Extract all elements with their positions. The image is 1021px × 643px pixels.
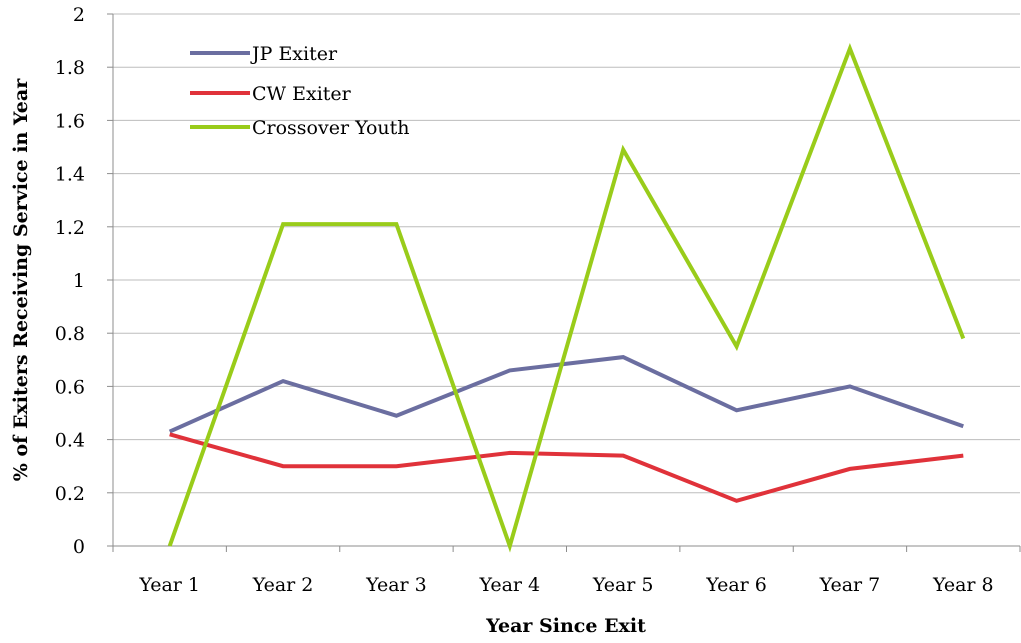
y-tick-label: 0.4 bbox=[55, 430, 85, 452]
axes bbox=[112, 14, 1021, 552]
x-tick-label: Year 1 bbox=[138, 574, 200, 596]
y-tick-labels: 0 0.2 0.4 0.6 0.8 1 1.2 1.4 1.6 1.8 2 bbox=[55, 4, 85, 558]
x-tick-label: Year 3 bbox=[365, 574, 427, 596]
x-tick-label: Year 5 bbox=[592, 574, 654, 596]
x-tick-label: Year 4 bbox=[478, 574, 540, 596]
legend-label: JP Exiter bbox=[250, 43, 338, 65]
series-line-cw-exiter bbox=[169, 432, 964, 503]
legend-label: Crossover Youth bbox=[252, 117, 410, 139]
x-tick-label: Year 6 bbox=[705, 574, 767, 596]
series-line-crossover-youth bbox=[167, 43, 966, 553]
series-line-jp-exiter bbox=[168, 355, 964, 434]
x-tick-label: Year 7 bbox=[819, 574, 881, 596]
gridlines bbox=[107, 13, 1020, 547]
y-tick-label: 0.2 bbox=[55, 483, 85, 505]
y-tick-label: 0.6 bbox=[55, 376, 85, 398]
x-tick-label: Year 8 bbox=[932, 574, 994, 596]
x-tick-labels: Year 1 Year 2 Year 3 Year 4 Year 5 Year 6 Year… bbox=[138, 574, 993, 596]
y-tick-label: 2 bbox=[73, 4, 85, 26]
y-tick-label: 1.4 bbox=[55, 164, 85, 186]
legend-label: CW Exiter bbox=[252, 83, 352, 105]
legend: JP Exiter CW Exiter Crossover Youth bbox=[190, 43, 410, 139]
y-tick-label: 1.2 bbox=[55, 217, 85, 239]
x-axis-title: Year Since Exit bbox=[485, 615, 646, 637]
y-tick-label: 0.8 bbox=[55, 323, 85, 345]
y-axis-title: % of Exiters Receiving Service in Year bbox=[10, 78, 32, 481]
x-tick-label: Year 2 bbox=[252, 574, 314, 596]
y-tick-label: 1.8 bbox=[55, 57, 85, 79]
y-tick-label: 1 bbox=[73, 270, 85, 292]
y-tick-label: 1.6 bbox=[55, 110, 85, 132]
series-lines bbox=[167, 43, 966, 553]
y-tick-label: 0 bbox=[73, 536, 85, 558]
